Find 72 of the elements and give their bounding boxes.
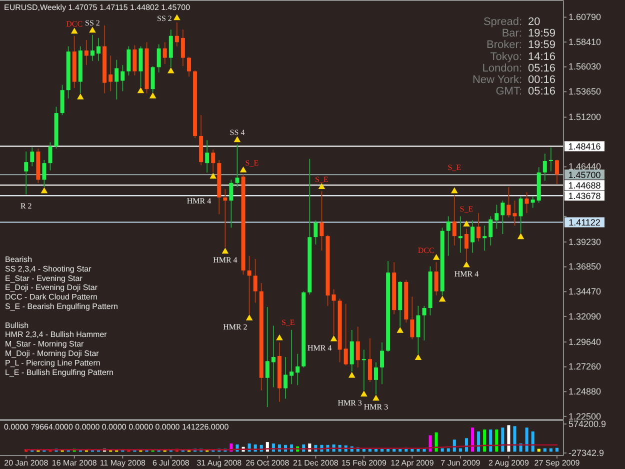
data-label: HMR 2 [223, 322, 248, 332]
annotation: HMR 2,3,4 - Bullish Hammer [5, 330, 108, 340]
x-tick-label: 7 Jun 2009 [440, 458, 481, 468]
ref-line-label: 1.44688 [568, 180, 601, 190]
ref-line-label: 1.41122 [568, 218, 600, 228]
data-label: S_E [315, 175, 328, 184]
y-tick-label: 1.22500 [568, 411, 602, 422]
y-tick-label: 1.58410 [568, 36, 602, 47]
x-tick-label: 16 Mar 2008 [52, 458, 98, 468]
y-tick-label: 1.56030 [568, 62, 602, 72]
x-tick-label: 2 Aug 2009 [488, 458, 530, 468]
y-tick-label: 1.51200 [568, 112, 602, 122]
y-tick-label: -27342.9 [568, 448, 604, 458]
y-tick-label: 1.36850 [568, 262, 602, 272]
y-tick-label: 1.34470 [568, 286, 602, 297]
annotation: E_Star - Evening Star [5, 274, 83, 283]
y-tick-label: 1.29640 [568, 336, 602, 347]
data-label: SS 2 [157, 14, 172, 24]
ref-line-label: 1.43678 [568, 190, 601, 201]
data-label: SS 2 [85, 18, 100, 28]
ref-line-label: 1.48416 [568, 142, 601, 152]
annotation: Broker: 19:59 [486, 39, 556, 52]
y-tick-label: 1.39230 [568, 236, 602, 247]
x-tick-label: 20 Jan 2008 [4, 458, 49, 468]
data-label: DCC [418, 246, 434, 255]
data-label: HMR 4 [454, 269, 479, 278]
annotation: M_Doji - Morning Doji Star [5, 349, 100, 358]
annotation: Spread: 20 [483, 16, 540, 28]
data-label: S_E [281, 318, 295, 328]
data-label: SS 4 [230, 128, 245, 138]
annotation: Tokyo: 14:16 [490, 50, 556, 63]
data-label: S_E [460, 204, 474, 214]
annotation: London: 05:16 [482, 62, 556, 74]
x-tick-label: 26 Oct 2008 [246, 458, 290, 468]
chart-title: 0.0000 79664.0000 0.0000 0.0000 0.0000 0.0000 141226.0000 [4, 422, 230, 432]
x-tick-label: 6 Jul 2008 [152, 458, 190, 468]
y-tick-label: 1.27260 [568, 362, 602, 372]
annotation: P_L - Piercing Line Pattern [5, 358, 100, 368]
annotation: New York: 00:16 [472, 74, 556, 86]
annotation: DCC - Dark Cloud Pattern [5, 292, 98, 302]
annotation: E_Doji - Evening Doji Star [5, 283, 98, 292]
y-tick-label: 1.53650 [568, 86, 602, 97]
x-tick-label: 31 Aug 2008 [196, 458, 242, 468]
annotation: Bearish [5, 255, 32, 264]
data-label: HMR 4 [308, 343, 332, 352]
x-tick-label: 21 Dec 2008 [292, 458, 339, 468]
annotation: R 2 [20, 202, 32, 211]
data-label: S_E [245, 158, 259, 168]
y-tick-label: 574200.9 [568, 418, 606, 429]
annotation: M_Star - Morning Star [5, 340, 84, 349]
annotation: Bar: 19:59 [502, 28, 556, 40]
y-tick-label: 1.46440 [568, 162, 602, 172]
y-tick-label: 1.24880 [568, 386, 602, 396]
x-tick-label: 11 May 2008 [100, 458, 146, 468]
data-label: HMR 4 [186, 196, 212, 206]
annotation: Bullish [5, 320, 29, 330]
x-tick-label: 15 Feb 2009 [341, 458, 387, 468]
annotation: L_E - Bullish Engulfing Pattern [5, 368, 114, 377]
x-tick-label: 12 Apr 2009 [390, 458, 434, 468]
annotation: GMT: 05:16 [496, 86, 556, 98]
annotation: SS 2,3,4 - Shooting Star [5, 264, 92, 274]
data-label: DCC [66, 20, 83, 29]
data-label: HMR 3 [364, 402, 388, 412]
annotation: S_E - Bearish Engulfing Pattern [5, 302, 118, 311]
data-label: HMR 4 [213, 256, 238, 265]
y-tick-label: 1.60790 [568, 12, 602, 22]
ref-line-label: 1.45700 [568, 170, 601, 180]
data-label: HMR 3 [338, 398, 362, 408]
x-tick-label: 27 Sep 2009 [534, 458, 580, 468]
y-tick-label: 1.32090 [568, 311, 602, 322]
chart-title: EURUSD,Weekly 1.47075 1.47115 1.44802 1.45700 [4, 3, 191, 12]
data-label: S_E [448, 163, 462, 172]
